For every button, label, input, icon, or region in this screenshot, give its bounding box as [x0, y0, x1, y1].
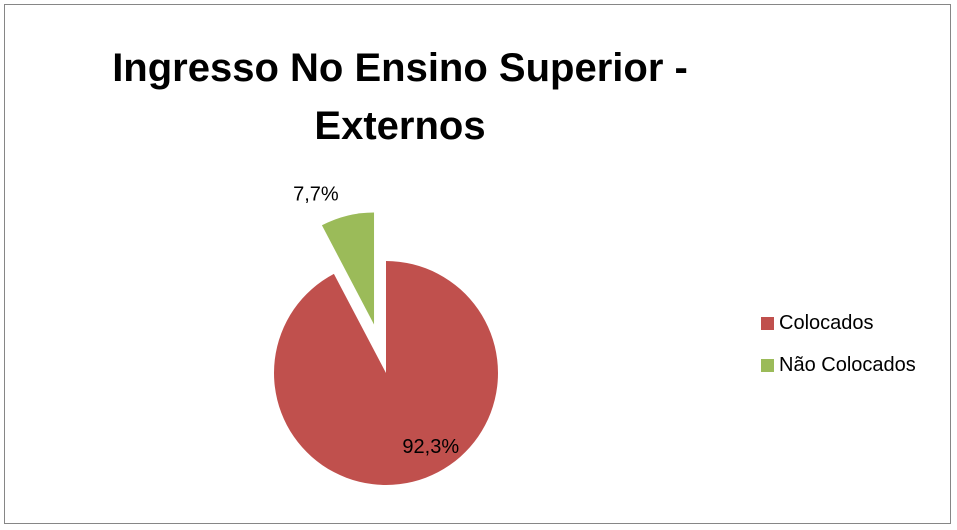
pie-labels: 92,3% 7,7%: [293, 183, 459, 457]
data-label-nao-colocados: 7,7%: [293, 183, 339, 205]
chart-title-line-2: Externos: [314, 104, 486, 148]
legend-item-colocados: Colocados: [761, 311, 916, 335]
chart-frame: Ingresso No Ensino Superior - Externos 9…: [4, 4, 951, 524]
pie-slice-nao-colocados: [321, 212, 375, 325]
legend-label-nao-colocados: Não Colocados: [779, 353, 916, 376]
legend: Colocados Não Colocados: [761, 311, 916, 395]
legend-label-colocados: Colocados: [779, 311, 874, 334]
chart-title-line-1: Ingresso No Ensino Superior -: [112, 46, 688, 90]
legend-swatch-colocados: [761, 316, 774, 330]
pie-slices: [274, 212, 499, 486]
chart-title: Ingresso No Ensino Superior - Externos: [5, 39, 795, 155]
data-label-colocados: 92,3%: [402, 436, 459, 458]
legend-swatch-nao-colocados: [761, 358, 774, 372]
pie-chart: 92,3% 7,7%: [274, 183, 499, 486]
legend-item-nao-colocados: Não Colocados: [761, 353, 916, 377]
pie-slice-colocados: [274, 261, 499, 486]
